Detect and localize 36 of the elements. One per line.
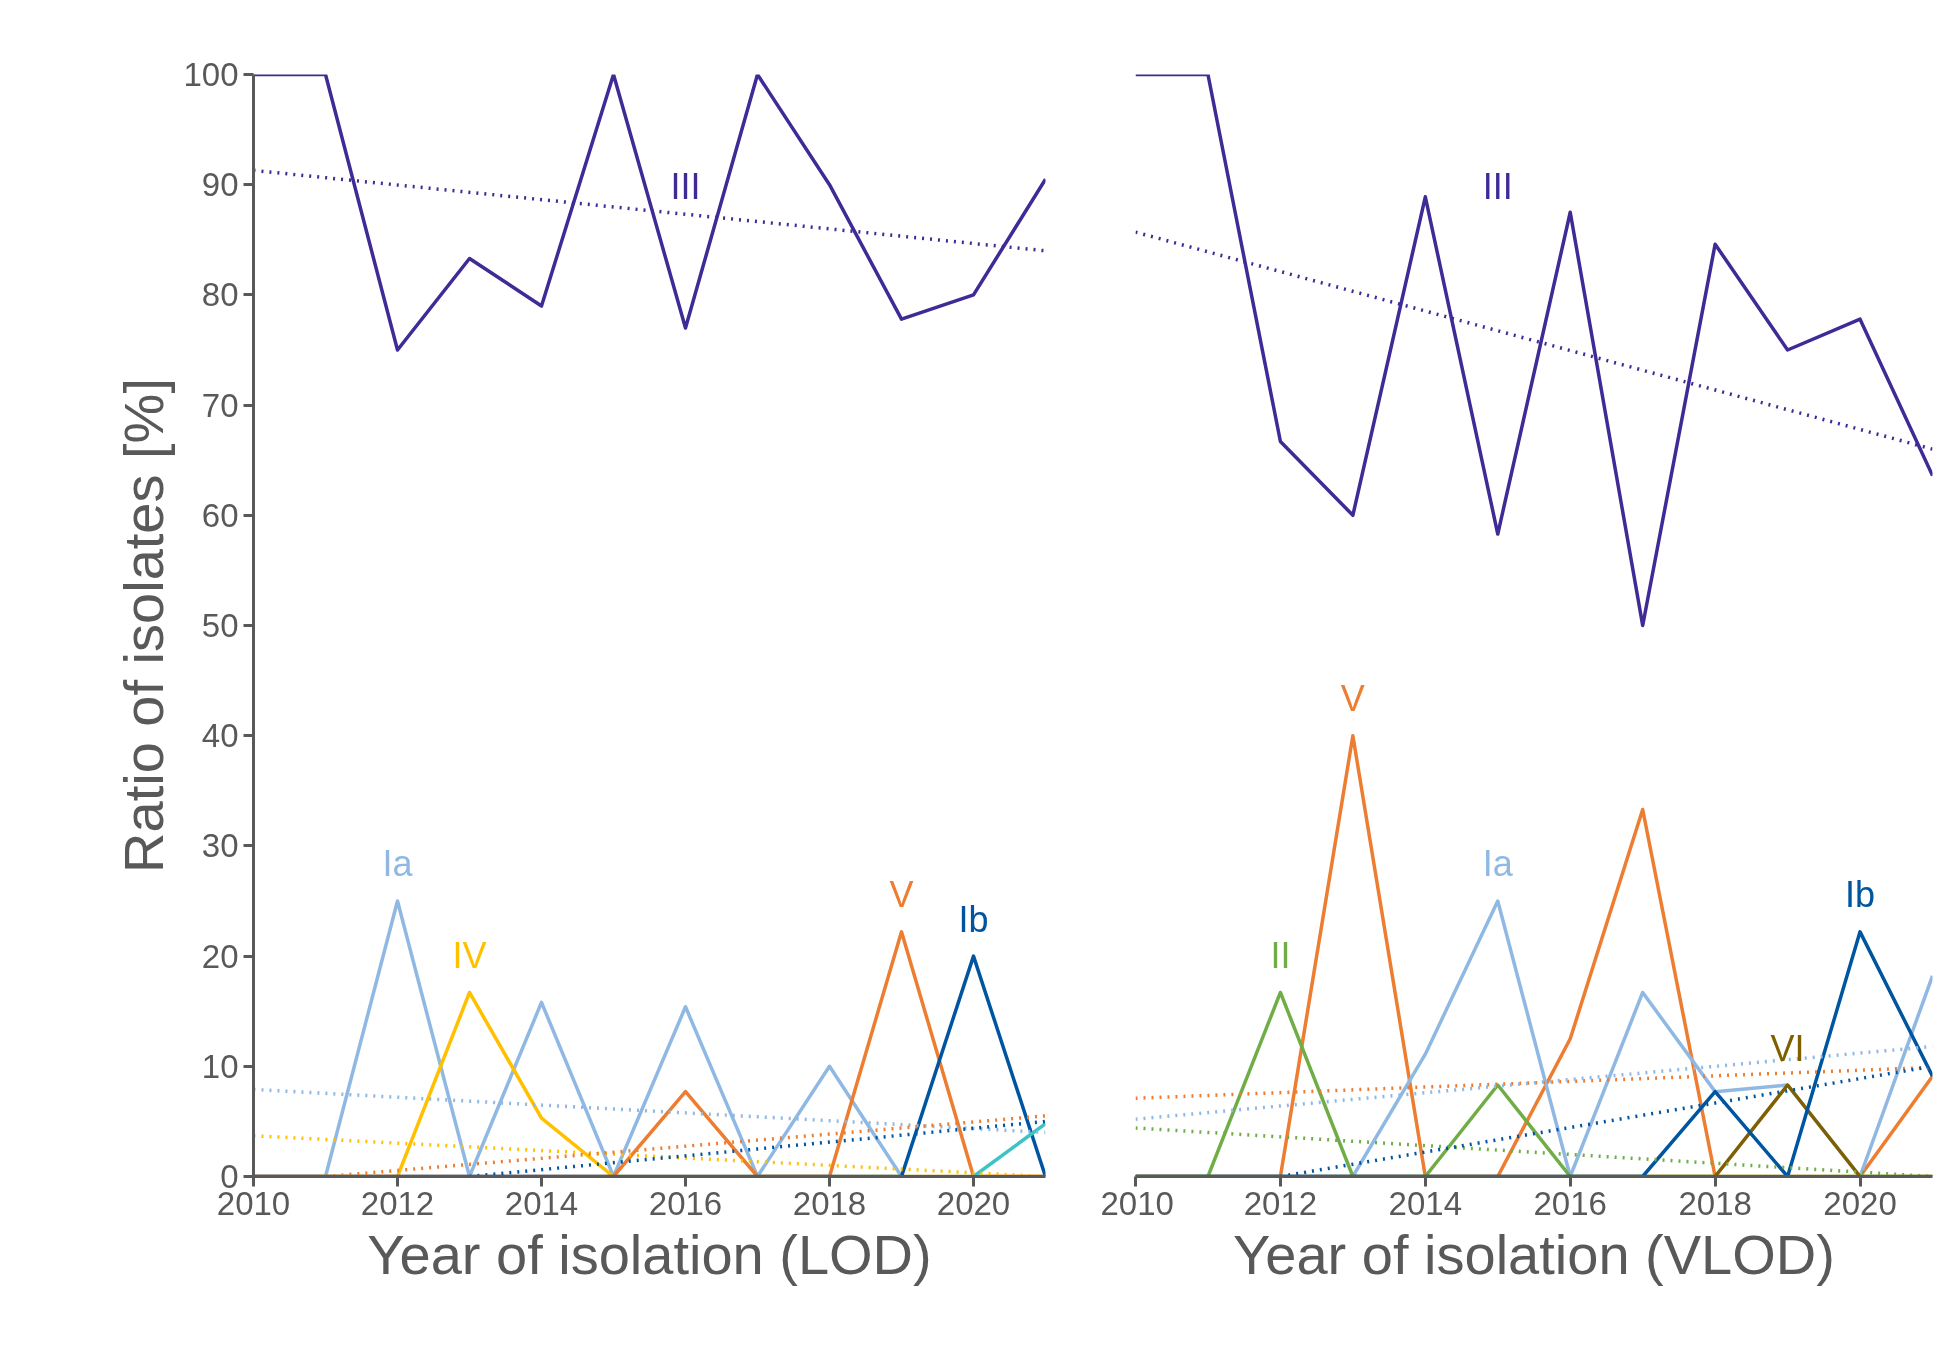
y-tick-label: 40 <box>201 717 239 755</box>
line-series <box>253 74 1046 352</box>
x-tick-label: 2016 <box>1533 1184 1607 1222</box>
x-tick-label: 2020 <box>936 1184 1011 1222</box>
x-tick-label: 2018 <box>792 1184 867 1222</box>
x-axis-title: Year of isolation (VLOD) <box>1233 1222 1835 1286</box>
series-label: Ia <box>382 843 414 885</box>
y-tick-label: 60 <box>201 496 239 534</box>
series-label: Ib <box>1845 874 1876 916</box>
y-tick-label: 70 <box>201 386 239 424</box>
y-tick-label: 80 <box>201 276 239 314</box>
series-label: VI <box>1770 1027 1805 1069</box>
x-tick-label: 2012 <box>1243 1184 1318 1222</box>
x-tick-label: 2014 <box>1388 1184 1463 1222</box>
y-tick-label: 50 <box>201 607 239 644</box>
series-label: V <box>1340 678 1365 720</box>
y-tick-label: 30 <box>201 827 239 865</box>
series-label: III <box>1482 165 1513 207</box>
x-tick-label: 2012 <box>360 1184 435 1222</box>
series-label: II <box>1270 934 1291 976</box>
series-label: IV <box>452 934 487 976</box>
series-label: Ib <box>958 898 989 940</box>
series-label: V <box>889 874 914 916</box>
y-tick-label: 20 <box>201 937 239 975</box>
series-label: III <box>670 165 701 207</box>
x-tick-label: 2014 <box>504 1184 579 1222</box>
x-tick-label: 2018 <box>1678 1184 1752 1222</box>
x-tick-label: 2010 <box>1100 1184 1174 1222</box>
y-tick-label: 10 <box>201 1047 239 1085</box>
x-tick-label: 2016 <box>648 1184 723 1222</box>
x-tick-label: 2020 <box>1823 1184 1897 1222</box>
y-tick-label: 100 <box>183 56 239 93</box>
series-label: Ia <box>1482 843 1514 885</box>
y-tick-label: 90 <box>201 166 239 204</box>
y-axis-title: Ratio of isolates [%] <box>112 378 176 873</box>
x-axis-title: Year of isolation (LOD) <box>367 1222 932 1286</box>
